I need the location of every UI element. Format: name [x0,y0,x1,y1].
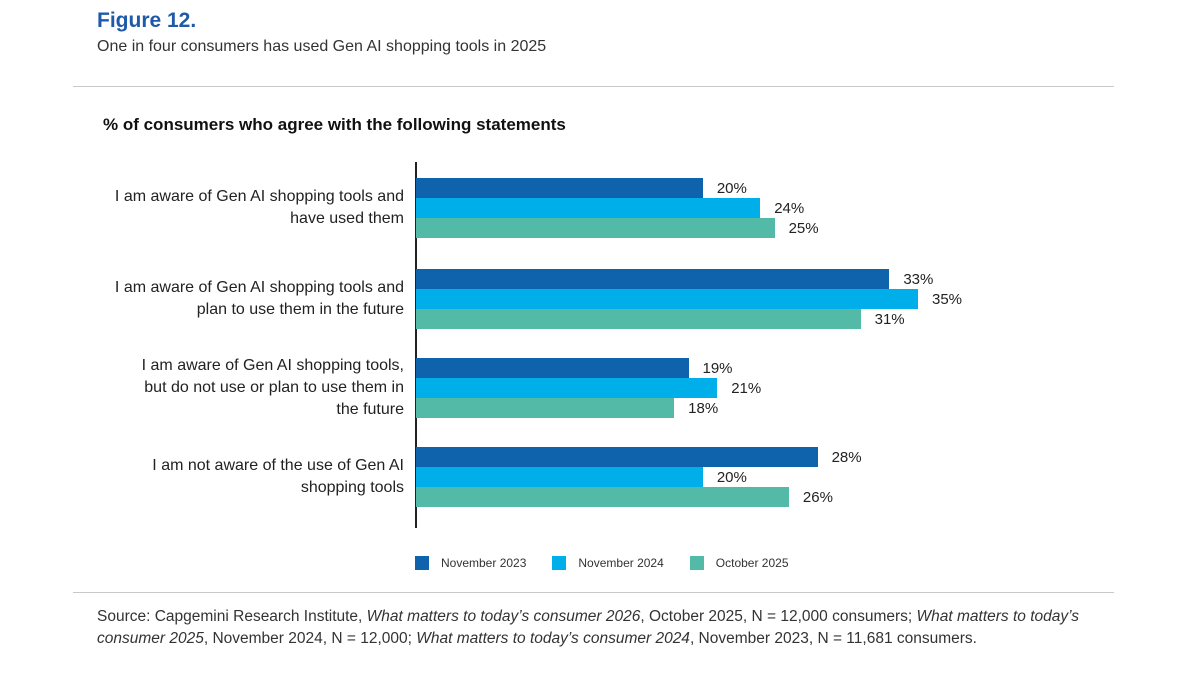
category-label-line: the future [336,401,404,418]
data-label: 26% [802,489,833,506]
legend-swatch [552,556,567,570]
category-label-line: I am not aware of the use of Gen AI [152,457,404,474]
legend-label: October 2025 [715,556,789,570]
bar [416,358,689,378]
category-label-line: plan to use them in the future [196,301,404,318]
legend-item: November 2023 [415,556,526,570]
top-divider [73,86,1114,87]
bottom-divider [73,592,1114,593]
category-label: I am aware of Gen AI shopping tools, but … [90,355,404,421]
legend-swatch [689,556,704,570]
legend-swatch [415,556,429,570]
data-label: 31% [874,311,905,328]
legend-label: November 2023 [441,556,527,570]
bar [416,467,703,487]
category-label-line: have used them [290,210,404,227]
data-label: 20% [716,469,747,486]
category-label-line: I am aware of Gen AI shopping tools, [141,357,404,374]
data-label: 21% [731,380,762,397]
source-segment: , November 2024, N = 12,000; [203,630,417,647]
source-segment: Source: Capgemini Research Institute, [97,608,367,625]
data-label: 25% [788,220,819,237]
category-axis-line [415,162,417,528]
data-label: 19% [702,360,733,377]
bar [416,447,818,467]
data-label: 24% [774,200,805,217]
bar [416,487,789,507]
chart-legend: November 2023 November 2024 October 2025 [415,556,815,570]
chart-title: % of consumers who agree with the follow… [103,115,566,134]
source-segment: , November 2023, N = 11,681 consumers. [689,630,977,647]
data-label: 20% [716,180,747,197]
category-label: I am not aware of the use of Gen AI shopp… [90,455,404,499]
data-label: 28% [831,449,862,466]
category-label-line: I am aware of Gen AI shopping tools and [114,279,404,296]
figure-label: Figure 12. [97,9,197,32]
source-segment: What matters to today’s consumer 2025 [97,608,1080,647]
data-label: 18% [688,400,719,417]
bar [416,309,861,329]
bar [416,269,890,289]
category-label-line: I am aware of Gen AI shopping tools and [114,188,404,205]
bar [416,289,918,309]
data-label: 33% [903,271,934,288]
source-note: Source: Capgemini Research Institute, Wh… [97,606,1107,650]
data-label: 35% [932,291,963,308]
source-segment: What matters to today’s consumer 2024 [416,630,690,647]
bar [416,378,718,398]
bar [416,398,675,418]
source-segment: , October 2025, N = 12,000 consumers; [640,608,917,625]
category-label: I am aware of Gen AI shopping tools and p… [90,277,404,321]
bar [416,198,761,218]
source-segment: What matters to today’s consumer 2026 [366,608,641,625]
category-label-line: but do not use or plan to use them in [144,379,404,396]
figure-caption: One in four consumers has used Gen AI sh… [97,38,547,55]
bar [416,218,775,238]
category-label: I am aware of Gen AI shopping tools and h… [90,186,404,230]
category-label-line: shopping tools [300,479,404,496]
bar [416,178,703,198]
legend-item: November 2024 [552,556,664,570]
legend-label: November 2024 [578,556,664,570]
legend-item: October 2025 [689,556,789,570]
